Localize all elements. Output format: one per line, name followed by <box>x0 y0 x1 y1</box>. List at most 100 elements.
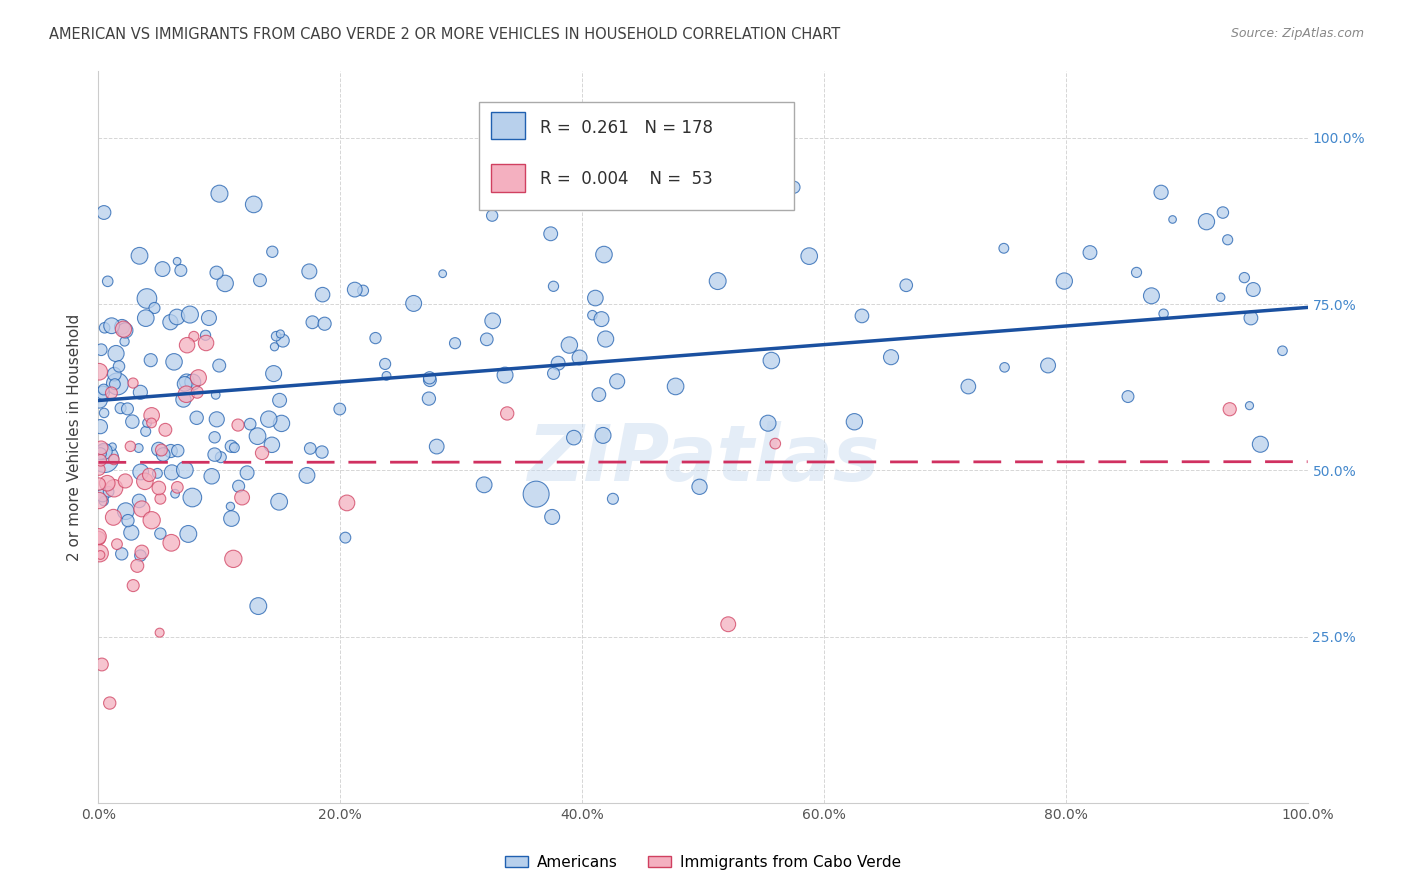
Point <box>146 467 169 481</box>
Point <box>114 323 136 337</box>
Point <box>957 379 980 393</box>
Point <box>402 296 425 310</box>
Point <box>1053 274 1076 288</box>
Point <box>263 340 285 354</box>
Point <box>136 416 159 430</box>
Point <box>205 266 228 280</box>
Text: Source: ZipAtlas.com: Source: ZipAtlas.com <box>1230 27 1364 40</box>
FancyBboxPatch shape <box>492 164 526 192</box>
Point <box>222 552 245 566</box>
Point <box>592 428 614 442</box>
Point <box>176 387 198 401</box>
Point <box>93 406 115 420</box>
Point <box>131 545 153 559</box>
Point <box>187 370 209 384</box>
Point <box>91 488 114 502</box>
Point <box>591 312 613 326</box>
Point <box>851 309 873 323</box>
Point <box>155 423 177 437</box>
Point <box>121 415 143 429</box>
Point <box>186 410 208 425</box>
Point <box>896 278 918 293</box>
Point <box>141 409 163 423</box>
Point <box>271 334 294 348</box>
Point <box>364 331 387 345</box>
Point <box>94 451 117 466</box>
Point <box>763 436 786 450</box>
Point <box>112 322 135 336</box>
Point <box>152 448 174 462</box>
Point <box>120 439 142 453</box>
Point <box>100 318 122 333</box>
Point <box>494 368 516 383</box>
FancyBboxPatch shape <box>479 102 793 211</box>
Point <box>1219 402 1241 417</box>
Point <box>1249 437 1271 451</box>
Point <box>242 197 264 211</box>
Point <box>299 442 322 456</box>
Point <box>173 463 195 477</box>
Point <box>141 416 163 430</box>
Point <box>181 491 204 505</box>
Point <box>496 407 519 421</box>
Point <box>547 356 569 370</box>
Point <box>90 453 112 467</box>
Point <box>1125 265 1147 279</box>
Point <box>204 388 226 402</box>
Point <box>96 476 118 491</box>
Point <box>269 393 291 408</box>
Point <box>103 481 125 495</box>
Point <box>783 180 806 194</box>
Point <box>208 186 231 201</box>
Point <box>269 495 291 509</box>
Point <box>993 360 1015 375</box>
Point <box>264 329 287 343</box>
Point <box>179 308 201 322</box>
Text: AMERICAN VS IMMIGRANTS FROM CABO VERDE 2 OR MORE VEHICLES IN HOUSEHOLD CORRELATI: AMERICAN VS IMMIGRANTS FROM CABO VERDE 2… <box>49 27 841 42</box>
Point <box>114 504 136 518</box>
Point <box>205 412 228 426</box>
Text: R =  0.261   N = 178: R = 0.261 N = 178 <box>540 119 713 136</box>
Point <box>131 501 153 516</box>
Point <box>214 277 236 291</box>
Point <box>114 474 136 488</box>
Point <box>87 529 110 543</box>
Point <box>135 311 157 326</box>
Point <box>134 475 156 489</box>
Point <box>97 274 120 288</box>
Point <box>301 315 323 329</box>
Point <box>177 527 200 541</box>
Point <box>219 439 242 453</box>
Point <box>1212 205 1234 219</box>
Point <box>204 448 226 462</box>
Point <box>426 440 449 454</box>
Point <box>170 263 193 277</box>
Point <box>335 531 357 545</box>
Point <box>706 274 728 288</box>
Point <box>122 376 145 390</box>
Point <box>606 375 628 389</box>
Point <box>295 468 318 483</box>
Point <box>311 445 333 459</box>
Point <box>311 287 333 301</box>
Point <box>595 332 617 346</box>
Point <box>194 328 217 343</box>
Point <box>176 338 198 352</box>
Point <box>160 466 183 480</box>
Point <box>87 531 110 545</box>
Point <box>143 301 166 315</box>
Point <box>89 365 111 379</box>
Point <box>110 401 132 416</box>
Point <box>89 447 111 461</box>
Point <box>104 377 127 392</box>
Point <box>756 416 779 430</box>
Point <box>602 491 624 506</box>
Point <box>135 425 157 439</box>
Point <box>583 291 606 305</box>
Point <box>139 353 162 368</box>
Point <box>100 385 122 400</box>
Point <box>201 469 224 483</box>
Point <box>314 317 336 331</box>
Point <box>198 311 221 326</box>
Point <box>562 431 585 445</box>
